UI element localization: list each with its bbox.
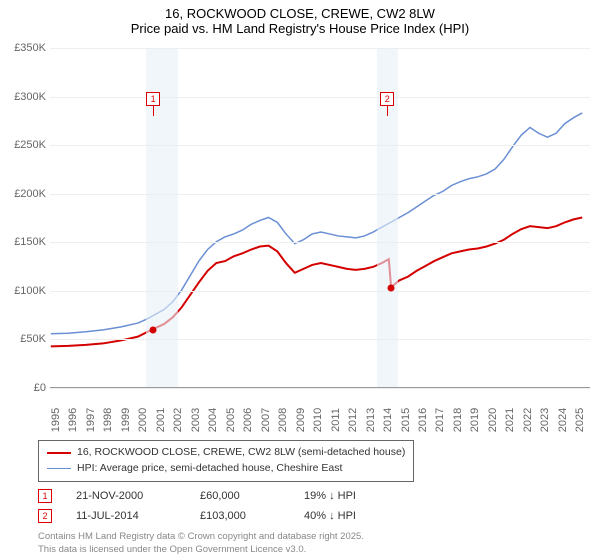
x-axis-tick-label: 2011 [330,408,342,432]
x-axis-tick-label: 2009 [295,408,307,432]
x-axis-tick-label: 2014 [382,408,394,432]
x-axis-tick-label: 2017 [434,408,446,432]
y-gridline [50,145,590,146]
marker-box-2: 2 [380,92,394,106]
legend-row-hpi: HPI: Average price, semi-detached house,… [47,461,405,477]
title-block: 16, ROCKWOOD CLOSE, CREWE, CW2 8LW Price… [0,0,600,38]
x-axis-tick-label: 2001 [155,408,167,432]
y-gridline [50,339,590,340]
legend-swatch-price-paid [47,452,71,454]
series-line-price_paid [51,218,582,347]
x-axis-tick-label: 2016 [417,408,429,432]
y-gridline [50,291,590,292]
event-row-1: 1 21-NOV-2000 £60,000 19% ↓ HPI [38,486,404,506]
sale-dot [388,284,395,291]
event-price-2: £103,000 [200,510,280,522]
title-line1: 16, ROCKWOOD CLOSE, CREWE, CW2 8LW [0,6,600,21]
x-axis-tick-label: 2025 [574,408,586,432]
x-axis-tick-label: 2018 [452,408,464,432]
y-gridline [50,97,590,98]
x-axis-labels: 1995 1996 1997 1998 1999 2000 2001 2002 2003 2004… [50,392,590,432]
x-axis-tick-label: 2015 [400,408,412,432]
sale-dot [149,326,156,333]
x-axis-tick-label: 2005 [225,408,237,432]
chart-plot-area: £0£50K£100K£150K£200K£250K£300K£350K12 [50,48,590,388]
y-axis-tick-label: £250K [14,139,46,151]
y-gridline [50,48,590,49]
y-gridline [50,388,590,389]
event-rows: 1 21-NOV-2000 £60,000 19% ↓ HPI 2 11-JUL… [38,486,404,526]
x-axis-tick-label: 2019 [469,408,481,432]
event-diff-2: 40% ↓ HPI [304,510,404,522]
legend-label-hpi: HPI: Average price, semi-detached house,… [77,461,342,477]
legend-label-price-paid: 16, ROCKWOOD CLOSE, CREWE, CW2 8LW (semi… [77,445,405,461]
x-axis-tick-label: 2003 [190,408,202,432]
event-marker-1: 1 [38,489,52,503]
x-axis-tick-label: 1996 [67,408,79,432]
footer-attribution: Contains HM Land Registry data © Crown c… [38,531,364,556]
y-gridline [50,194,590,195]
event-diff-1: 19% ↓ HPI [304,490,404,502]
x-axis-tick-label: 1997 [85,408,97,432]
legend-row-price-paid: 16, ROCKWOOD CLOSE, CREWE, CW2 8LW (semi… [47,445,405,461]
x-axis-tick-label: 2006 [242,408,254,432]
y-axis-tick-label: £200K [14,188,46,200]
x-axis-tick-label: 2008 [277,408,289,432]
chart-lines-svg [50,48,590,387]
x-axis-tick-label: 2004 [207,408,219,432]
y-axis-tick-label: £100K [14,285,46,297]
y-axis-tick-label: £150K [14,236,46,248]
y-gridline [50,242,590,243]
event-price-1: £60,000 [200,490,280,502]
x-axis-tick-label: 1998 [102,408,114,432]
y-axis-tick-label: £50K [20,333,46,345]
event-date-2: 11-JUL-2014 [76,510,176,522]
y-axis-tick-label: £300K [14,91,46,103]
x-axis-tick-label: 2013 [365,408,377,432]
event-row-2: 2 11-JUL-2014 £103,000 40% ↓ HPI [38,506,404,526]
x-axis-tick-label: 2007 [260,408,272,432]
legend-box: 16, ROCKWOOD CLOSE, CREWE, CW2 8LW (semi… [38,440,414,482]
event-marker-2: 2 [38,509,52,523]
x-axis-tick-label: 2012 [347,408,359,432]
x-axis-tick-label: 2002 [172,408,184,432]
x-axis-tick-label: 1995 [50,408,62,432]
x-axis-tick-label: 2022 [522,408,534,432]
x-axis-tick-label: 2010 [312,408,324,432]
legend-swatch-hpi [47,468,71,469]
event-date-1: 21-NOV-2000 [76,490,176,502]
x-axis-tick-label: 2024 [557,408,569,432]
x-axis-tick-label: 2023 [539,408,551,432]
marker-tick [387,106,388,116]
marker-tick [153,106,154,116]
title-line2: Price paid vs. HM Land Registry's House … [0,21,600,36]
marker-box-1: 1 [146,92,160,106]
x-axis-tick-label: 2000 [137,408,149,432]
footer-line1: Contains HM Land Registry data © Crown c… [38,531,364,543]
x-axis-tick-label: 1999 [120,408,132,432]
footer-line2: This data is licensed under the Open Gov… [38,544,364,556]
y-axis-tick-label: £350K [14,42,46,54]
x-axis-tick-label: 2020 [487,408,499,432]
chart-container: 16, ROCKWOOD CLOSE, CREWE, CW2 8LW Price… [0,0,600,560]
x-axis-tick-label: 2021 [504,408,516,432]
y-axis-tick-label: £0 [34,382,46,394]
